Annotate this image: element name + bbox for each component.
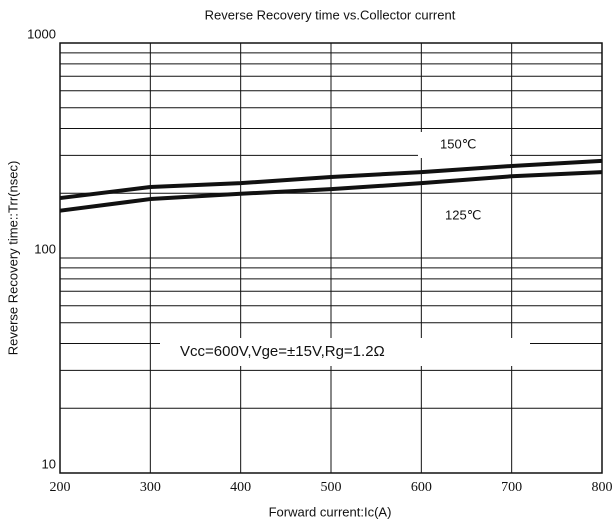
x-tick-label: 600 [411, 480, 432, 495]
series-label: 150℃ [440, 136, 476, 151]
y-tick-label: 1000 [27, 26, 56, 41]
y-tick-label: 10 [42, 456, 56, 471]
x-tick-label: 400 [230, 480, 251, 495]
chart-title: Reverse Recovery time vs.Collector curre… [205, 7, 456, 22]
x-tick-label: 500 [321, 480, 342, 495]
annotation-box [160, 338, 530, 366]
series-line [59, 158, 603, 201]
series-label: 125℃ [445, 207, 481, 222]
x-tick-label: 300 [140, 480, 161, 495]
x-tick-label: 200 [50, 480, 71, 495]
label-box [418, 132, 510, 158]
x-tick-label: 800 [592, 480, 613, 495]
x-tick-label: 700 [501, 480, 522, 495]
series-line [59, 170, 603, 213]
y-tick-label: 100 [34, 241, 56, 256]
annotation: Vcc=600V,Vge=±15V,Rg=1.2Ω [180, 343, 385, 360]
x-axis-label: Forward current:Ic(A) [269, 504, 392, 519]
y-axis-label: Reverse Recovery time::Trr(nsec) [5, 161, 20, 356]
